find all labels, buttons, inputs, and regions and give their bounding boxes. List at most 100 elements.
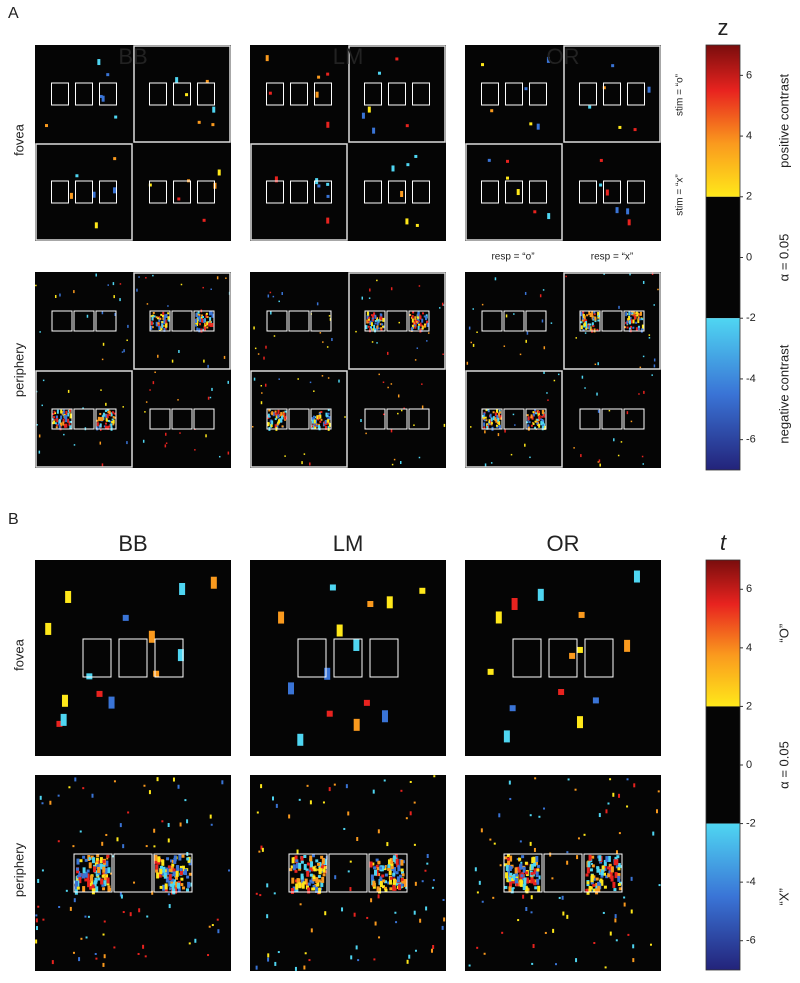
pixel (382, 381, 385, 383)
pixel (632, 314, 635, 317)
pixel (271, 420, 274, 425)
pixel (309, 873, 313, 877)
pixel (81, 875, 85, 879)
pixel (530, 414, 533, 419)
pixel (186, 875, 190, 879)
target-box (408, 408, 430, 430)
pixel (303, 855, 307, 859)
pixel (589, 886, 593, 890)
target-box (579, 310, 601, 332)
pixel (205, 434, 207, 438)
pixel (381, 323, 384, 326)
colorbar-label: negative contrast (776, 344, 791, 443)
pixel (175, 873, 179, 880)
pixel (510, 887, 514, 894)
pixel (109, 420, 112, 423)
pixel (520, 861, 523, 864)
pixel (307, 887, 311, 894)
pixel (512, 880, 516, 884)
pixel (67, 418, 70, 423)
pixel (496, 422, 499, 425)
target-box (369, 638, 399, 678)
target-box (51, 310, 73, 332)
pixel (607, 866, 611, 870)
pixel (414, 324, 417, 329)
section-label: A (8, 5, 19, 22)
pixel (194, 449, 196, 451)
pixel (261, 392, 263, 394)
pixel (566, 914, 569, 919)
pixel (35, 926, 38, 931)
pixel (527, 416, 530, 421)
pixel (175, 881, 179, 888)
target-box (266, 180, 284, 204)
pixel (72, 951, 75, 954)
pixel (323, 423, 326, 426)
pixel (597, 319, 600, 322)
pixel (387, 867, 391, 871)
pixel (274, 418, 277, 421)
pixel (156, 872, 160, 879)
pixel (260, 384, 263, 387)
pixel (326, 710, 333, 717)
pixel (317, 862, 321, 866)
pixel (368, 297, 371, 299)
image-panel (250, 775, 446, 971)
pixel (148, 630, 155, 643)
pixel (101, 841, 104, 846)
image-panel (35, 272, 133, 370)
pixel (168, 904, 171, 909)
pixel (196, 317, 199, 322)
pixel (630, 319, 633, 324)
pixel (378, 373, 380, 376)
pixel (177, 882, 181, 889)
pixel (598, 855, 602, 862)
pixel (317, 875, 321, 879)
pixel (326, 419, 329, 424)
pixel (588, 325, 591, 330)
pixel (365, 432, 367, 435)
pixel (301, 877, 305, 884)
pixel (172, 870, 176, 877)
pixel (84, 878, 88, 882)
pixel (540, 421, 543, 426)
pixel (316, 415, 319, 420)
pixel (291, 877, 295, 884)
pixel (481, 63, 485, 67)
pixel (114, 313, 116, 317)
pixel (149, 389, 151, 391)
pixel (373, 958, 376, 961)
pixel (133, 881, 136, 884)
pixel (595, 877, 599, 881)
pixel (618, 793, 621, 798)
pixel (95, 886, 99, 893)
pixel (483, 412, 486, 417)
pixel (405, 817, 408, 820)
pixel (550, 322, 553, 324)
pixel (442, 353, 444, 356)
pixel (170, 865, 174, 872)
pixel (593, 311, 596, 314)
pixel (272, 295, 275, 298)
pixel (365, 325, 368, 330)
pixel (180, 869, 184, 876)
pixel (163, 327, 166, 332)
pixel (104, 425, 107, 430)
pixel (159, 885, 163, 889)
pixel (148, 183, 152, 187)
pixel (589, 312, 592, 317)
section-label: B (8, 511, 19, 528)
pixel (371, 314, 374, 319)
pixel (328, 422, 331, 427)
pixel (506, 159, 510, 163)
pixel (180, 883, 184, 887)
pixel (210, 311, 213, 316)
colorbar-tick-label: 6 (746, 583, 752, 595)
pixel (122, 406, 124, 408)
pixel (58, 905, 61, 908)
pixel (278, 611, 285, 624)
pixel (603, 872, 607, 876)
pixel (507, 860, 511, 867)
pixel (585, 888, 589, 892)
target-box (543, 853, 583, 893)
